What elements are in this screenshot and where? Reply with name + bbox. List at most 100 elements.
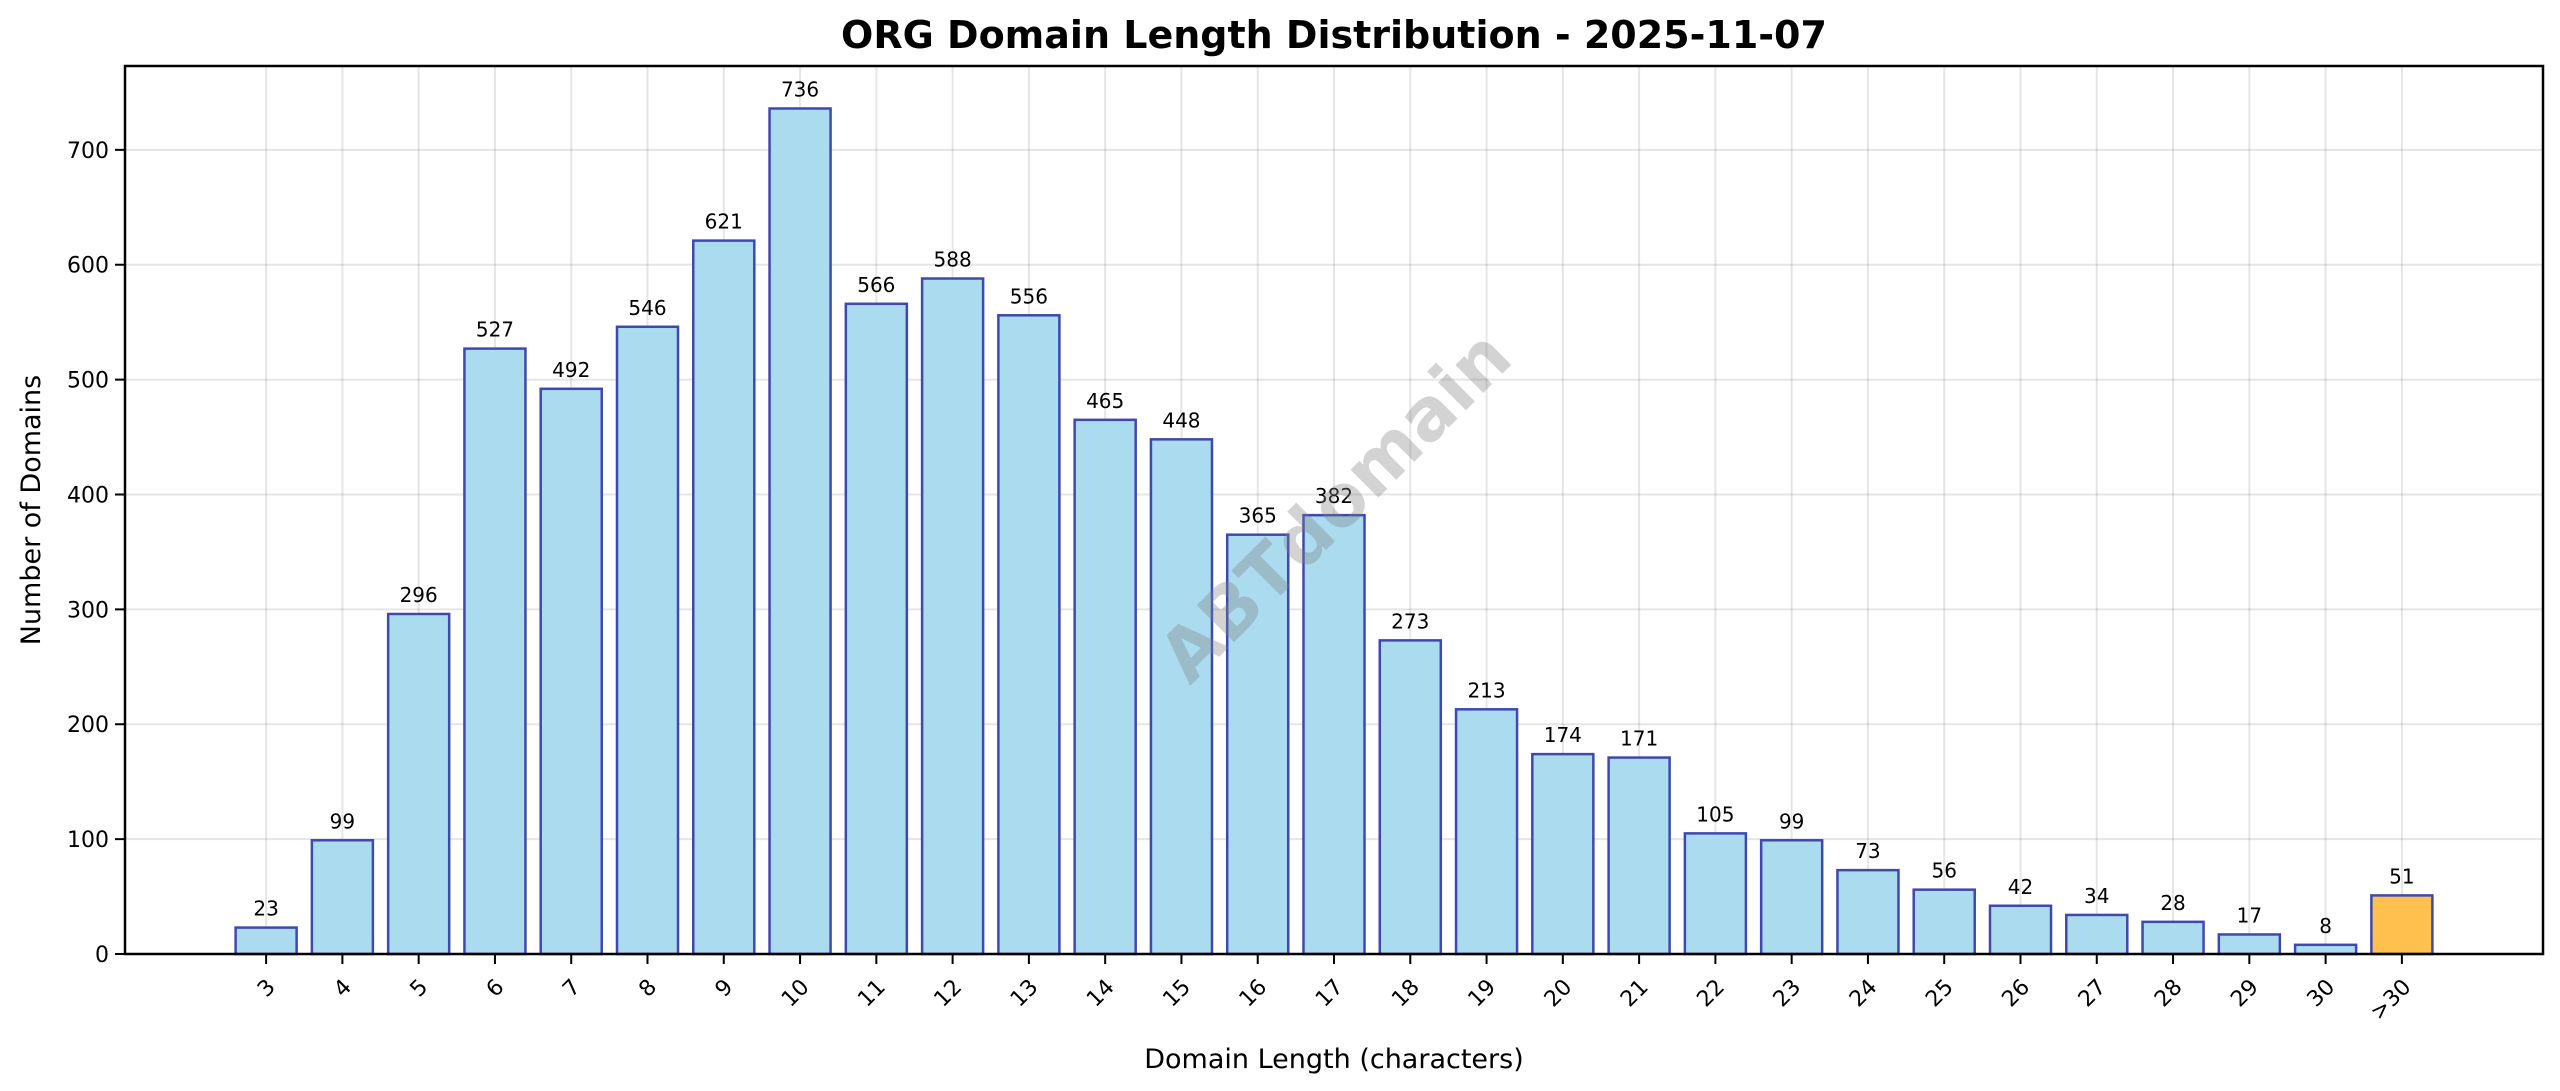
bar-value-label: 588 bbox=[934, 248, 972, 272]
bar-value-label: 174 bbox=[1544, 723, 1582, 747]
x-tick-label: 3 bbox=[253, 975, 281, 1003]
bar-19 bbox=[1454, 708, 1519, 956]
x-tick-label: 8 bbox=[634, 975, 662, 1003]
x-tick-label: 27 bbox=[2074, 975, 2111, 1012]
x-tick-label: 15 bbox=[1158, 975, 1195, 1012]
bar-4 bbox=[310, 839, 375, 956]
y-tick-label: 100 bbox=[67, 828, 109, 853]
bar-value-label: 621 bbox=[705, 210, 743, 234]
bar-22 bbox=[1683, 832, 1748, 956]
bar-value-label: 56 bbox=[1931, 859, 1956, 883]
y-tick-label: 600 bbox=[67, 254, 109, 279]
x-tick-label: 23 bbox=[1769, 975, 1806, 1012]
bar-10 bbox=[768, 107, 832, 956]
bar-18 bbox=[1378, 639, 1443, 956]
bar-value-label: 34 bbox=[2084, 884, 2109, 908]
bar-value-label: 273 bbox=[1391, 609, 1429, 633]
bar-24 bbox=[1836, 868, 1900, 956]
x-tick-label: 18 bbox=[1387, 975, 1424, 1012]
x-tick-label: 11 bbox=[853, 975, 890, 1012]
bar-value-label: 556 bbox=[1010, 284, 1048, 308]
x-tick-label: 19 bbox=[1464, 975, 1501, 1012]
bar-20 bbox=[1531, 752, 1595, 956]
bar-3 bbox=[234, 926, 298, 956]
x-tick-label: 22 bbox=[1692, 975, 1729, 1012]
x-tick-label: 16 bbox=[1235, 975, 1272, 1012]
bar-7 bbox=[539, 387, 603, 956]
bar-9 bbox=[692, 239, 756, 956]
bar-value-label: 527 bbox=[476, 318, 514, 342]
bar-13 bbox=[997, 314, 1061, 956]
bar-value-label: 28 bbox=[2160, 891, 2185, 915]
bar-6 bbox=[463, 347, 527, 956]
bars bbox=[234, 107, 2434, 956]
bar-value-label: 296 bbox=[400, 583, 438, 607]
bar-value-label: 99 bbox=[1779, 809, 1804, 833]
x-tick-label: 26 bbox=[1998, 975, 2035, 1012]
bar-26 bbox=[1988, 904, 2053, 956]
bar-value-label: 42 bbox=[2008, 875, 2033, 899]
bar-15 bbox=[1149, 438, 1214, 956]
x-tick-label: 28 bbox=[2150, 975, 2187, 1012]
x-tick-label: 29 bbox=[2226, 975, 2263, 1012]
bar-value-label: 51 bbox=[2389, 864, 2414, 888]
bar-8 bbox=[615, 325, 680, 956]
bar-value-label: 736 bbox=[781, 78, 819, 102]
bar-value-label: 492 bbox=[552, 358, 590, 382]
y-axis-ticks: 0 100 200 300 400 500 600 700 bbox=[67, 139, 125, 968]
x-tick-label: 6 bbox=[482, 975, 510, 1003]
x-tick-label: 13 bbox=[1006, 975, 1043, 1012]
y-tick-label: 300 bbox=[67, 598, 109, 623]
bar-12 bbox=[920, 277, 985, 956]
bar-21 bbox=[1607, 756, 1671, 956]
bar-value-label: 73 bbox=[1855, 839, 1880, 863]
bar-25 bbox=[1912, 888, 1976, 956]
bar-value-label: 17 bbox=[2237, 903, 2262, 927]
y-tick-label: 400 bbox=[67, 483, 109, 508]
bar-5 bbox=[386, 612, 451, 956]
bar-11 bbox=[844, 302, 909, 956]
bar-value-label: 448 bbox=[1162, 408, 1200, 432]
chart-title: ORG Domain Length Distribution - 2025-11… bbox=[841, 13, 1827, 57]
x-tick-label: 24 bbox=[1845, 975, 1882, 1012]
x-tick-label: 5 bbox=[406, 975, 434, 1003]
x-tick-label: 17 bbox=[1311, 975, 1348, 1012]
bar-value-label: 465 bbox=[1086, 389, 1124, 413]
bar-labels: 23 99 296 527 492 546 621 736 566 588 556 465 448 365… bbox=[253, 78, 2414, 938]
bar-value-label: 99 bbox=[330, 809, 355, 833]
bar-29 bbox=[2217, 933, 2282, 956]
x-axis-ticks: 3 4 5 6 7 8 9 10 11 12 13 14 15 16 17 18 19 20 21 22 23 24 25 2… bbox=[253, 954, 2416, 1025]
bar-30 bbox=[2293, 943, 2358, 956]
bar-value-label: 382 bbox=[1315, 484, 1353, 508]
x-tick-label: 12 bbox=[930, 975, 967, 1012]
bar-28 bbox=[2141, 920, 2205, 956]
bar->30 bbox=[2370, 894, 2434, 956]
x-tick-label: 30 bbox=[2303, 975, 2340, 1012]
bar-value-label: 213 bbox=[1467, 678, 1505, 702]
x-axis-label: Domain Length (characters) bbox=[1144, 1044, 1524, 1075]
bar-16 bbox=[1225, 533, 1290, 956]
x-tick-label: 4 bbox=[329, 975, 357, 1003]
y-tick-label: 500 bbox=[67, 369, 109, 394]
bar-value-label: 23 bbox=[253, 897, 278, 921]
bar-value-label: 566 bbox=[857, 273, 895, 297]
y-tick-label: 200 bbox=[67, 713, 109, 738]
x-tick-label: 7 bbox=[558, 975, 586, 1003]
x-tick-label: >30 bbox=[2366, 975, 2417, 1026]
bar-value-label: 8 bbox=[2319, 914, 2332, 938]
bar-17 bbox=[1302, 513, 1366, 956]
bar-27 bbox=[2065, 913, 2129, 956]
x-tick-label: 20 bbox=[1540, 975, 1577, 1012]
bar-14 bbox=[1073, 418, 1137, 956]
x-tick-label: 9 bbox=[711, 975, 739, 1003]
bar-value-label: 171 bbox=[1620, 727, 1658, 751]
x-tick-label: 14 bbox=[1082, 975, 1119, 1012]
y-tick-label: 0 bbox=[95, 943, 109, 968]
x-tick-label: 21 bbox=[1616, 975, 1653, 1012]
x-tick-label: 25 bbox=[1921, 975, 1958, 1012]
bar-value-label: 105 bbox=[1696, 802, 1734, 826]
bar-value-label: 365 bbox=[1239, 504, 1277, 528]
y-tick-label: 700 bbox=[67, 139, 109, 164]
bar-value-label: 546 bbox=[628, 296, 666, 320]
